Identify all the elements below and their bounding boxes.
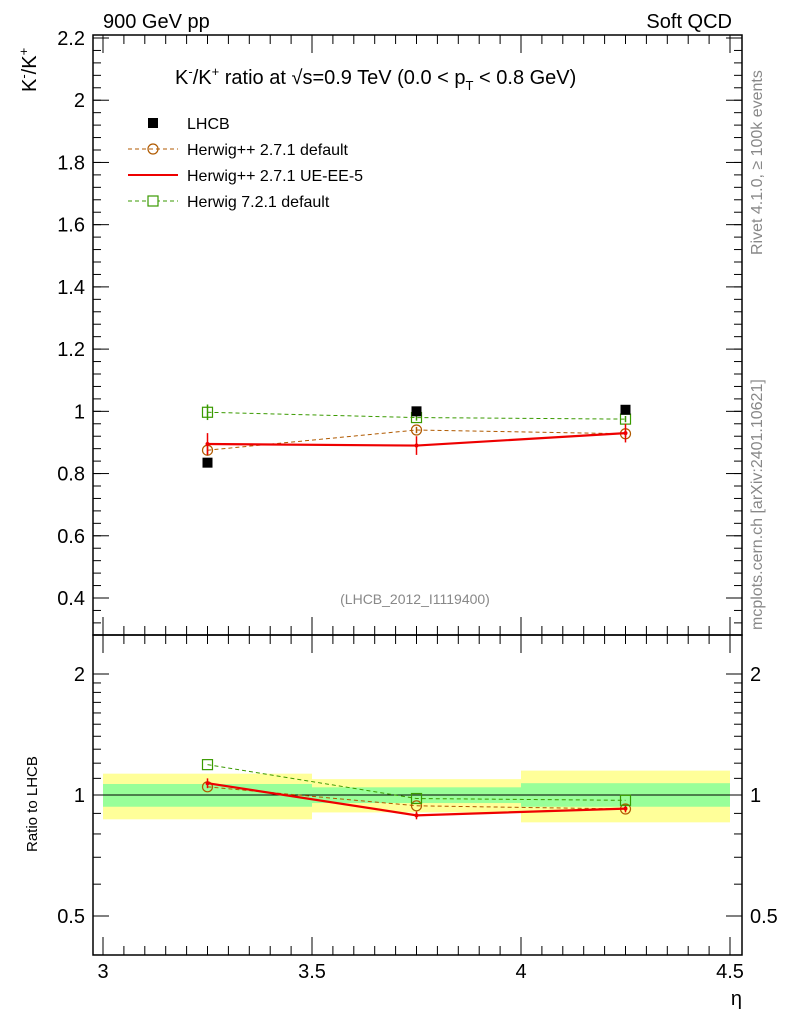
main-y-tick-label: 0.8 xyxy=(57,464,85,486)
data-point xyxy=(414,813,419,818)
ratio-series-layer xyxy=(201,759,632,820)
main-y-tick-label: 2.2 xyxy=(57,28,85,50)
legend-label-herwigpp-ueee5: Herwig++ 2.7.1 UE-EE-5 xyxy=(187,168,363,185)
x-tick-label: 3.5 xyxy=(298,961,326,983)
rivet-version-label: Rivet 4.1.0, ≥ 100k events xyxy=(749,70,766,255)
analysis-watermark: (LHCB_2012_I1119400) xyxy=(340,591,490,607)
main-y-tick-label: 1.4 xyxy=(57,277,85,299)
data-point xyxy=(205,442,210,446)
main-chart-title: K-/K+ ratio at √s=0.9 TeV (0.0 < pT < 0.… xyxy=(175,64,576,93)
data-point xyxy=(623,431,628,436)
x-tick-label: 4 xyxy=(515,961,526,983)
data-point xyxy=(205,781,210,786)
x-axis-label: η xyxy=(731,988,742,1010)
main-y-tick-label: 1 xyxy=(74,401,85,423)
ratio-y-tick-label-right: 2 xyxy=(750,664,761,686)
header-right-label: Soft QCD xyxy=(646,11,732,33)
main-y-axis-label: K-/K+ xyxy=(16,48,41,92)
x-tick-label: 3 xyxy=(97,961,108,983)
ratio-y-tick-label-right: 0.5 xyxy=(750,906,778,928)
data-point xyxy=(410,424,423,436)
ratio-y-tick-label-right: 1 xyxy=(750,785,761,807)
ratio-y-axis-label: Ratio to LHCB xyxy=(24,756,41,852)
data-point xyxy=(201,406,214,418)
legend-label-herwig7-default: Herwig 7.2.1 default xyxy=(187,194,330,211)
ratio-y-tick-label: 2 xyxy=(74,664,85,686)
data-point xyxy=(620,404,631,415)
main-series-layer xyxy=(201,404,632,468)
header-left-label: 900 GeV pp xyxy=(103,11,210,33)
series-lhcb xyxy=(202,404,631,468)
legend-label-herwigpp-default: Herwig++ 2.7.1 default xyxy=(187,142,349,159)
main-y-tick-label: 1.6 xyxy=(57,215,85,237)
x-tick-label: 4.5 xyxy=(716,961,744,983)
data-point xyxy=(201,759,214,771)
series-herwig-2-7-1-ue-ee-5 xyxy=(205,778,628,820)
series-herwig-2-7-1-ue-ee-5 xyxy=(205,423,628,455)
ratio-plot-frame xyxy=(92,634,743,956)
legend: LHCB Herwig++ 2.7.1 default Herwig++ 2.7… xyxy=(128,116,363,211)
legend-label-lhcb: LHCB xyxy=(187,116,230,133)
legend-marker-lhcb xyxy=(148,118,158,128)
data-point xyxy=(623,806,628,811)
main-y-tick-label: 0.4 xyxy=(57,588,85,610)
data-point xyxy=(414,443,419,448)
data-point xyxy=(202,457,213,468)
main-y-tick-label: 1.2 xyxy=(57,339,85,361)
mcplots-label: mcplots.cern.ch [arXiv:2401.10621] xyxy=(749,379,766,630)
legend-marker-herwig7-default xyxy=(147,195,159,207)
main-axis-ticks: 0.4 0.6 0.8 1 1.2 1.4 1.6 1.8 2 2.2 xyxy=(57,28,742,635)
data-point xyxy=(410,800,423,812)
main-y-tick-label: 1.8 xyxy=(57,152,85,174)
ratio-y-tick-label: 1 xyxy=(74,785,85,807)
main-y-tick-label: 2 xyxy=(74,90,85,112)
series-line-herwig-7-2-1-default xyxy=(207,764,626,801)
series-herwig-7-2-1-default xyxy=(201,759,632,806)
ratio-y-tick-label: 0.5 xyxy=(57,906,85,928)
data-point xyxy=(619,794,632,806)
data-point xyxy=(410,792,423,805)
main-y-tick-label: 0.6 xyxy=(57,526,85,548)
data-point xyxy=(411,406,422,417)
legend-marker-herwigpp-default xyxy=(147,143,159,155)
